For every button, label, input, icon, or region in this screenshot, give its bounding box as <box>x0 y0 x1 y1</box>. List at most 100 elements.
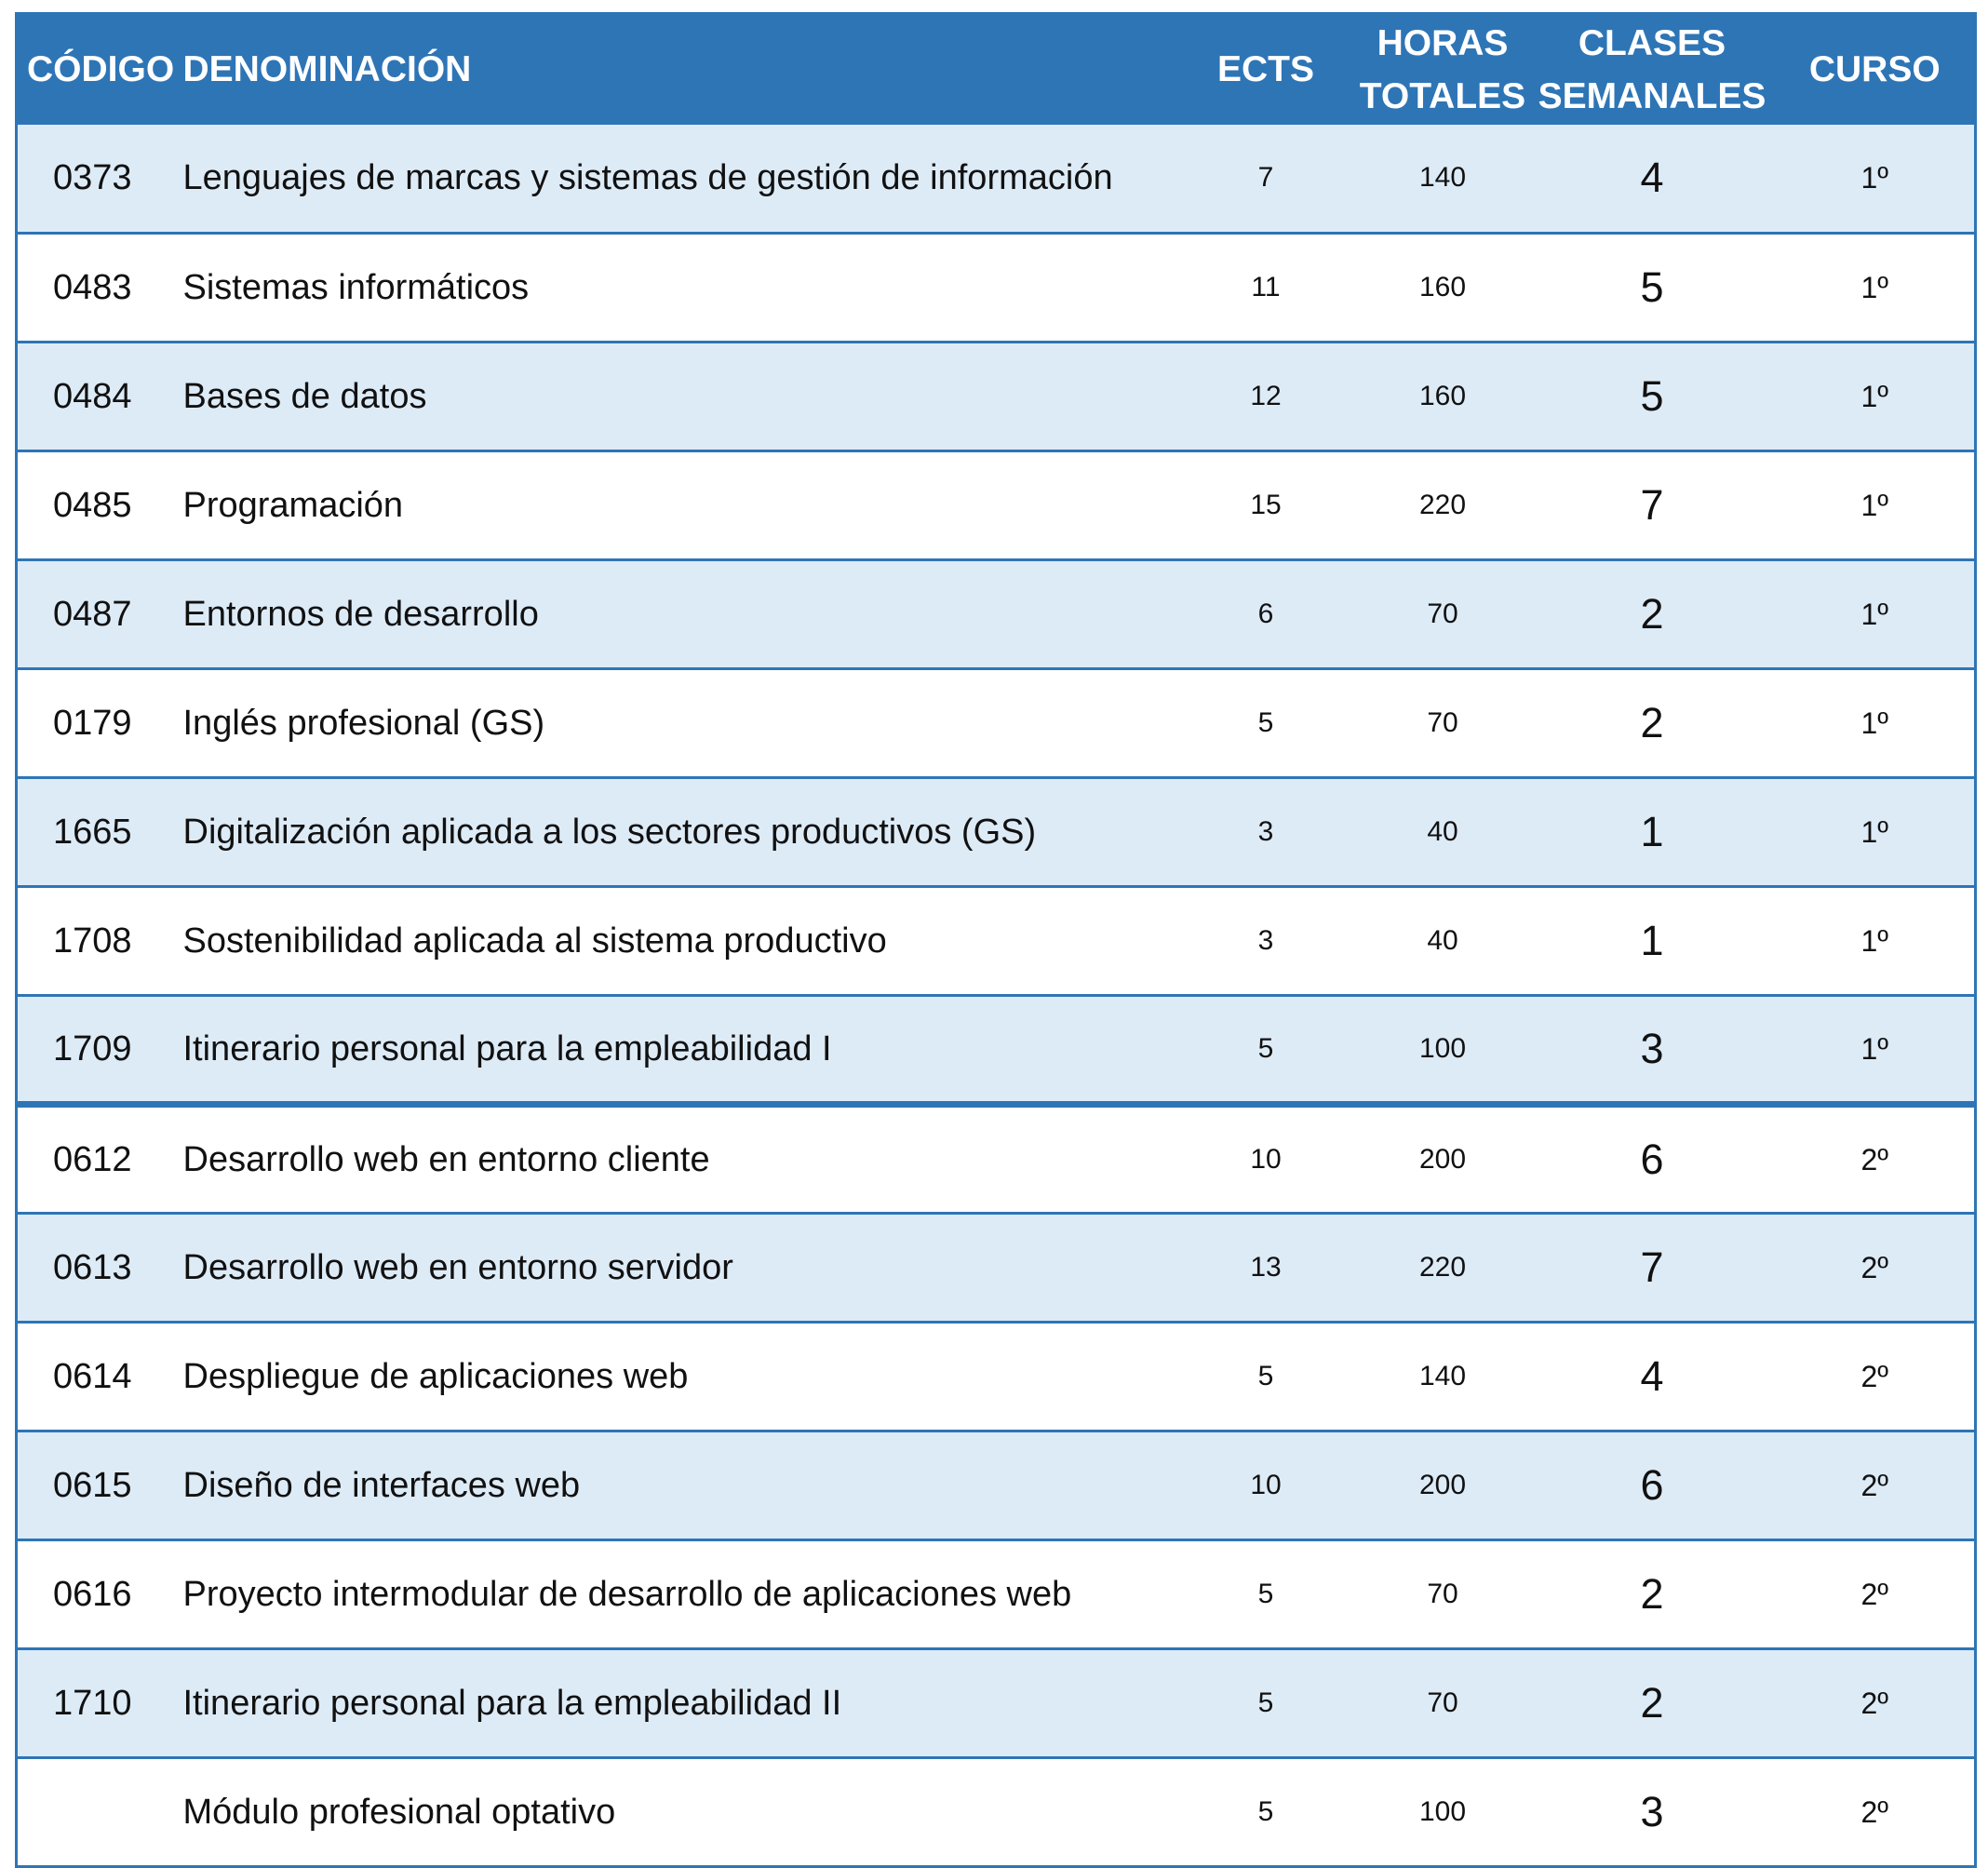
header-clases-line2: SEMANALES <box>1538 75 1766 116</box>
cell-ects: 7 <box>1175 124 1357 235</box>
cell-codigo: 1708 <box>16 886 172 997</box>
cell-ects: 3 <box>1175 886 1357 997</box>
cell-curso: 2º <box>1775 1213 1976 1324</box>
cell-codigo: 0179 <box>16 668 172 779</box>
cell-curso: 1º <box>1775 668 1976 779</box>
cell-clases-semanales: 1 <box>1528 886 1776 997</box>
cell-curso: 1º <box>1775 233 1976 343</box>
cell-denominacion: Módulo profesional optativo <box>182 1792 616 1832</box>
cell-horas-totales: 160 <box>1356 342 1529 452</box>
cell-clases-semanales: 4 <box>1528 124 1776 235</box>
cell-horas-totales: 70 <box>1356 559 1529 670</box>
table-header: CÓDIGO DENOMINACIÓN ECTS HORAS TOTALES C… <box>16 13 1976 125</box>
cell-horas-totales: 160 <box>1356 233 1529 343</box>
cell-clases-semanales: 5 <box>1528 233 1776 343</box>
header-horas-totales: HORAS TOTALES <box>1357 14 1529 125</box>
cell-denominacion: Digitalización aplicada a los sectores p… <box>171 777 1175 888</box>
cell-curso: 2º <box>1775 1322 1976 1432</box>
table-row: 0615 Diseño de interfaces web 10 200 6 2º <box>16 1431 1976 1541</box>
cell-codigo: 1665 <box>16 777 172 888</box>
header-curso: CURSO <box>1808 49 1941 90</box>
header-clases-semanales: CLASES SEMANALES <box>1529 14 1776 125</box>
cell-horas-totales: 70 <box>1356 668 1529 779</box>
cell-codigo: 0484 <box>16 342 172 452</box>
cell-clases-semanales: 6 <box>1528 1104 1776 1215</box>
table-body: 0373 Lenguajes de marcas y sistemas de ge… <box>16 124 1976 1867</box>
header-codigo: CÓDIGO <box>27 49 175 90</box>
cell-denominacion: Desarrollo web en entorno cliente <box>171 1104 1175 1215</box>
cell-codigo: 0483 <box>16 233 172 343</box>
cell-clases-semanales: 2 <box>1528 559 1776 670</box>
cell-codigo: 0612 <box>16 1104 172 1215</box>
table-row: 0484 Bases de datos 12 160 5 1º <box>16 342 1976 452</box>
header-horas-line2: TOTALES <box>1359 75 1526 116</box>
header-denominacion: DENOMINACIÓN <box>182 49 472 90</box>
header-clases-line1: CLASES <box>1578 22 1726 63</box>
cell-codigo: 0485 <box>16 450 172 561</box>
cell-denominacion: Inglés profesional (GS) <box>171 668 1175 779</box>
cell-curso: 1º <box>1775 995 1976 1108</box>
cell-denominacion: Programación <box>171 450 1175 561</box>
table-row: 1665 Digitalización aplicada a los sector… <box>16 777 1976 888</box>
cell-codigo: 0616 <box>16 1539 172 1650</box>
cell-horas-totales: 100 <box>1418 1796 1467 1827</box>
cell-clases-semanales: 3 <box>1640 1788 1664 1835</box>
cell-ects: 13 <box>1175 1213 1357 1324</box>
cell-denominacion: Despliegue de aplicaciones web <box>171 1322 1175 1432</box>
table-row: 1710 Itinerario personal para la empleabi… <box>16 1648 1976 1759</box>
cell-horas-totales: 40 <box>1356 886 1529 997</box>
cell-denominacion: Proyecto intermodular de desarrollo de a… <box>171 1539 1175 1650</box>
table-row: 0373 Lenguajes de marcas y sistemas de ge… <box>16 124 1976 235</box>
cell-codigo: 1710 <box>16 1648 172 1759</box>
cell-clases-semanales: 5 <box>1528 342 1776 452</box>
cell-denominacion: Sistemas informáticos <box>171 233 1175 343</box>
cell-ects: 12 <box>1175 342 1357 452</box>
cell-denominacion: Bases de datos <box>171 342 1175 452</box>
cell-ects: 5 <box>1175 1322 1357 1432</box>
cell-denominacion: Itinerario personal para la empleabilida… <box>171 1648 1175 1759</box>
cell-codigo <box>17 1758 172 1867</box>
cell-clases-semanales: 7 <box>1528 1213 1776 1324</box>
cell-ects: 5 <box>1175 1648 1357 1759</box>
cell-ects: 5 <box>1257 1796 1274 1827</box>
module-table-container: CÓDIGO DENOMINACIÓN ECTS HORAS TOTALES C… <box>15 12 1977 1868</box>
cell-horas-totales: 200 <box>1356 1104 1529 1215</box>
table-row: 1709 Itinerario personal para la empleabi… <box>16 995 1976 1108</box>
cell-ects: 10 <box>1175 1431 1357 1541</box>
cell-curso: 2º <box>1775 1539 1976 1650</box>
cell-horas-totales: 140 <box>1356 1322 1529 1432</box>
cell-clases-semanales: 2 <box>1528 668 1776 779</box>
cell-horas-totales: 200 <box>1356 1431 1529 1541</box>
cell-curso: 2º <box>1775 1431 1976 1541</box>
cell-horas-totales: 40 <box>1356 777 1529 888</box>
cell-horas-totales: 220 <box>1356 450 1529 561</box>
cell-clases-semanales: 2 <box>1528 1648 1776 1759</box>
cell-curso: 1º <box>1775 342 1976 452</box>
header-horas-line1: HORAS <box>1377 22 1509 63</box>
table-row: Módulo profesional optativo 5 100 3 2º <box>17 1758 1976 1867</box>
modules-table: CÓDIGO DENOMINACIÓN ECTS HORAS TOTALES C… <box>15 12 1977 1868</box>
cell-denominacion: Desarrollo web en entorno servidor <box>171 1213 1175 1324</box>
table-row: 0483 Sistemas informáticos 11 160 5 1º <box>16 233 1976 343</box>
cell-denominacion: Itinerario personal para la empleabilida… <box>171 995 1175 1108</box>
cell-ects: 3 <box>1175 777 1357 888</box>
cell-horas-totales: 140 <box>1356 124 1529 235</box>
table-row: 1708 Sostenibilidad aplicada al sistema p… <box>16 886 1976 997</box>
cell-horas-totales: 70 <box>1356 1539 1529 1650</box>
cell-horas-totales: 220 <box>1356 1213 1529 1324</box>
cell-horas-totales: 70 <box>1356 1648 1529 1759</box>
cell-curso: 1º <box>1775 886 1976 997</box>
cell-ects: 11 <box>1175 233 1357 343</box>
table-row: 0614 Despliegue de aplicaciones web 5 140 4 2… <box>16 1322 1976 1432</box>
cell-clases-semanales: 3 <box>1528 995 1776 1108</box>
cell-clases-semanales: 6 <box>1528 1431 1776 1541</box>
table-row: 0616 Proyecto intermodular de desarrollo … <box>16 1539 1976 1650</box>
cell-clases-semanales: 7 <box>1528 450 1776 561</box>
header-ects: ECTS <box>1216 49 1314 90</box>
cell-ects: 5 <box>1175 1539 1357 1650</box>
cell-curso: 1º <box>1775 559 1976 670</box>
table-row: 0613 Desarrollo web en entorno servidor 13… <box>16 1213 1976 1324</box>
cell-clases-semanales: 1 <box>1528 777 1776 888</box>
cell-denominacion: Diseño de interfaces web <box>171 1431 1175 1541</box>
cell-denominacion: Entornos de desarrollo <box>171 559 1175 670</box>
